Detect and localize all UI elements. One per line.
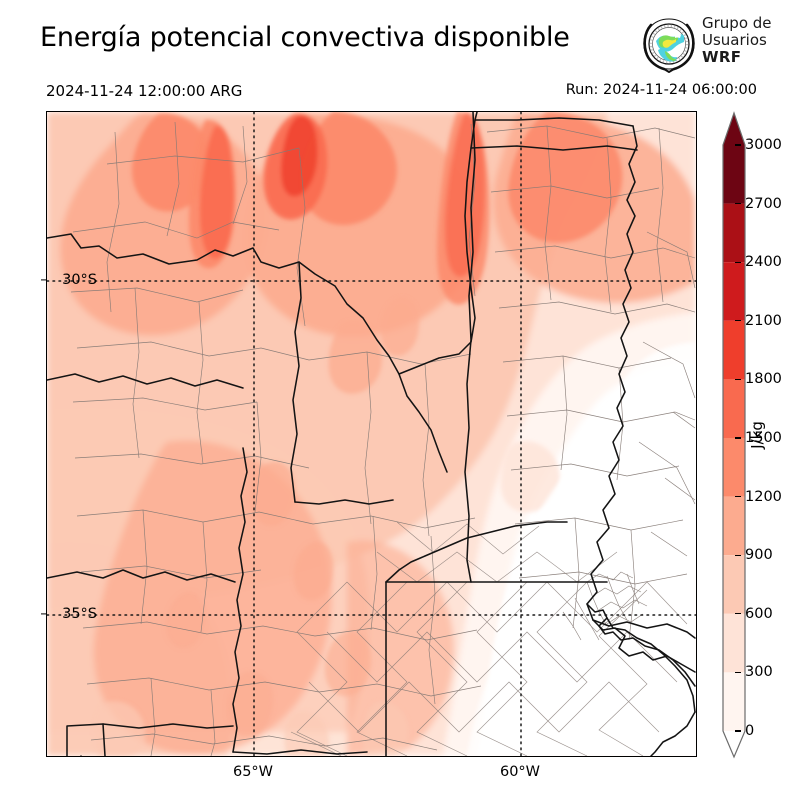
logo-line-2: Usuarios <box>702 31 767 49</box>
colorbar-tick-label: 0 <box>745 723 755 739</box>
colorbar-tick-label: 1800 <box>745 371 782 388</box>
x-tick-label-65w: 65°W <box>232 764 274 780</box>
logo-text: Grupo de Usuarios WRF <box>702 15 772 66</box>
colorbar-tick-label: 900 <box>745 547 773 564</box>
colorbar-tick-2100: 2100 <box>735 313 782 329</box>
colorbar-tick-2700: 2700 <box>735 196 782 212</box>
colorbar[interactable] <box>712 111 746 759</box>
x-tick-label-60w: 60°W <box>499 764 541 780</box>
colorbar-tick-1500: 1500 <box>735 430 782 446</box>
colorbar-tick-2400: 2400 <box>735 254 782 270</box>
colorbar-axis-label: J/kg <box>748 421 766 449</box>
colorbar-tick-label: 300 <box>745 664 773 681</box>
y-tick-mark-30s <box>41 279 46 281</box>
colorbar-tick-label: 1500 <box>745 430 782 446</box>
valid-time-label: 2024-11-24 12:00:00 ARG <box>46 82 243 100</box>
run-time-label: Run: 2024-11-24 06:00:00 <box>565 82 757 98</box>
colorbar-tick-1800: 1800 <box>735 371 782 387</box>
colorbar-gradient <box>722 111 746 759</box>
colorbar-tick-label: 1200 <box>745 488 782 505</box>
colorbar-tick-3000: 3000 <box>735 137 782 153</box>
logo-line-1: Grupo de <box>702 14 772 32</box>
colorbar-tick-0: 0 <box>735 723 754 739</box>
colorbar-tick-label: 3000 <box>745 137 782 153</box>
y-tick-label-35s: 35°S <box>62 606 97 622</box>
colorbar-tick-label: 2400 <box>745 254 782 271</box>
colorbar-tick-300: 300 <box>735 664 773 680</box>
page-title: Energía potencial convectiva disponible <box>40 22 570 53</box>
logo-line-3: WRF <box>702 48 742 66</box>
cape-field-map <box>47 112 696 756</box>
colorbar-tick-900: 900 <box>735 547 773 563</box>
y-tick-label-30s: 30°S <box>62 272 97 288</box>
colorbar-tick-label: 2100 <box>745 312 782 329</box>
colorbar-extend-min <box>723 731 745 757</box>
map-plot-area[interactable] <box>46 111 697 757</box>
colorbar-tick-600: 600 <box>735 606 773 622</box>
wrf-globe-emblem-icon <box>640 15 698 74</box>
colorbar-tick-1200: 1200 <box>735 489 782 505</box>
colorbar-tick-label: 600 <box>745 605 773 622</box>
colorbar-extend-max <box>723 113 745 145</box>
colorbar-tick-label: 2700 <box>745 195 782 212</box>
y-tick-mark-35s <box>41 613 46 615</box>
wrf-user-group-logo: Grupo de Usuarios WRF <box>640 14 792 76</box>
